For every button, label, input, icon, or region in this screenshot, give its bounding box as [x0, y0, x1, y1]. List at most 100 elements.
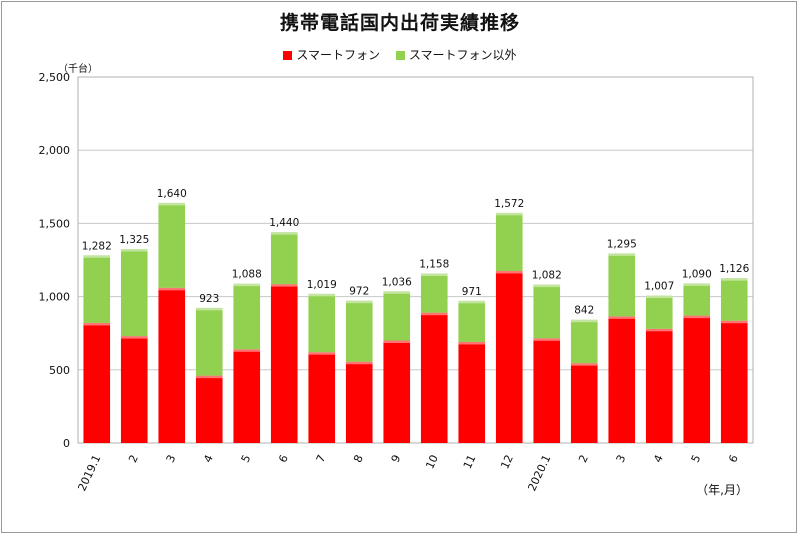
- x-unit-label: （年,月）: [696, 483, 748, 497]
- x-tick-label: 8: [351, 453, 366, 465]
- bar-highlight: [158, 202, 186, 206]
- bar-other: [458, 300, 486, 342]
- y-unit-label: （千台）: [58, 64, 98, 75]
- data-label-total: 1,090: [682, 268, 712, 280]
- data-label-total: 1,088: [232, 269, 262, 281]
- bar-smartphone: [270, 284, 298, 443]
- data-label-total: 1,158: [419, 258, 449, 270]
- x-tick-label: 3: [614, 453, 629, 465]
- bar-smartphone: [645, 328, 673, 443]
- bar-smartphone: [383, 340, 411, 443]
- x-tick-label: 2020.1: [525, 453, 553, 493]
- bar-highlight: [533, 284, 561, 288]
- bar-highlight: [383, 340, 411, 344]
- bar-other: [495, 212, 523, 271]
- x-tick-label: 11: [461, 453, 479, 471]
- bar-highlight: [233, 349, 261, 352]
- bar-highlight: [645, 328, 673, 332]
- data-label-total: 1,440: [269, 217, 299, 229]
- legend-item-smartphone: スマートフォン: [283, 46, 380, 63]
- bar-highlight: [533, 338, 561, 341]
- bar-highlight: [495, 270, 523, 274]
- y-tick-label: 0: [63, 437, 70, 450]
- bar-other: [233, 283, 261, 350]
- bar-smartphone: [495, 270, 523, 443]
- bar-smartphone: [120, 336, 148, 443]
- bar-other: [158, 202, 186, 288]
- data-label-total: 1,572: [494, 198, 524, 210]
- bar-highlight: [270, 232, 298, 235]
- bar-highlight: [83, 322, 111, 326]
- data-label-total: 1,019: [307, 279, 337, 291]
- y-tick-label: 1,500: [39, 217, 71, 230]
- bar-highlight: [720, 320, 748, 324]
- bar-smartphone: [720, 320, 748, 443]
- x-tick-label: 4: [201, 453, 216, 465]
- bar-other: [645, 295, 673, 329]
- bar-highlight: [458, 341, 486, 345]
- x-tick-label: 5: [239, 453, 254, 465]
- chart-title: 携帯電話国内出荷実績推移: [279, 12, 520, 34]
- bar-highlight: [270, 284, 298, 287]
- bar-other: [195, 307, 223, 376]
- y-tick-label: 500: [49, 364, 70, 377]
- data-label-total: 1,295: [607, 238, 637, 250]
- bar-smartphone: [608, 316, 636, 443]
- bar-other: [383, 291, 411, 341]
- x-tick-label: 2: [126, 453, 141, 465]
- bar-highlight: [720, 278, 748, 281]
- legend-item-other: スマートフォン以外: [395, 46, 517, 63]
- legend-label-smartphone: スマートフォン: [296, 48, 381, 62]
- x-tick-label: 6: [726, 453, 741, 465]
- x-tick-label: 5: [689, 453, 704, 465]
- bar-smartphone: [195, 375, 223, 443]
- data-label-total: 1,007: [644, 281, 674, 293]
- bar-smartphone: [233, 349, 261, 443]
- bar-highlight: [345, 361, 373, 365]
- bar-highlight: [120, 249, 148, 252]
- x-tick-label: 10: [423, 453, 441, 471]
- bar-other: [420, 273, 448, 313]
- x-tick-label: 4: [651, 453, 666, 465]
- bar-other: [308, 293, 336, 353]
- bar-highlight: [570, 319, 598, 323]
- bar-highlight: [308, 352, 336, 355]
- bar-smartphone: [458, 341, 486, 443]
- bar-other: [533, 284, 561, 339]
- y-tick-label: 1,000: [39, 291, 71, 304]
- bar-highlight: [570, 363, 598, 366]
- data-label-total: 1,126: [719, 263, 749, 275]
- bar-other: [83, 255, 111, 323]
- bar-highlight: [683, 315, 711, 319]
- x-tick-label: 7: [314, 453, 329, 465]
- bar-highlight: [345, 300, 373, 304]
- data-label-total: 1,640: [157, 188, 187, 200]
- bar-highlight: [308, 293, 336, 297]
- data-label-total: 971: [462, 286, 482, 298]
- bar-other: [270, 232, 298, 285]
- data-label-total: 1,036: [382, 276, 412, 288]
- legend-label-other: スマートフォン以外: [408, 48, 517, 62]
- x-tick-label: 9: [389, 453, 404, 465]
- bar-smartphone: [533, 338, 561, 443]
- data-label-total: 842: [574, 305, 594, 317]
- bar-highlight: [233, 283, 261, 287]
- data-label-total: 972: [349, 286, 369, 298]
- x-tick-label: 12: [498, 453, 516, 471]
- x-tick-label: 6: [276, 453, 291, 465]
- bar-highlight: [645, 295, 673, 299]
- bar-other: [570, 319, 598, 364]
- chart-legend: スマートフォン スマートフォン以外: [0, 46, 800, 63]
- bar-smartphone: [83, 322, 111, 443]
- bar-highlight: [495, 212, 523, 216]
- bar-smartphone: [570, 363, 598, 443]
- bar-highlight: [195, 375, 223, 379]
- bar-smartphone: [308, 352, 336, 443]
- bar-highlight: [383, 291, 411, 294]
- bar-other: [608, 253, 636, 317]
- bar-highlight: [83, 255, 111, 258]
- data-label-total: 1,282: [82, 240, 112, 252]
- bar-smartphone: [345, 361, 373, 443]
